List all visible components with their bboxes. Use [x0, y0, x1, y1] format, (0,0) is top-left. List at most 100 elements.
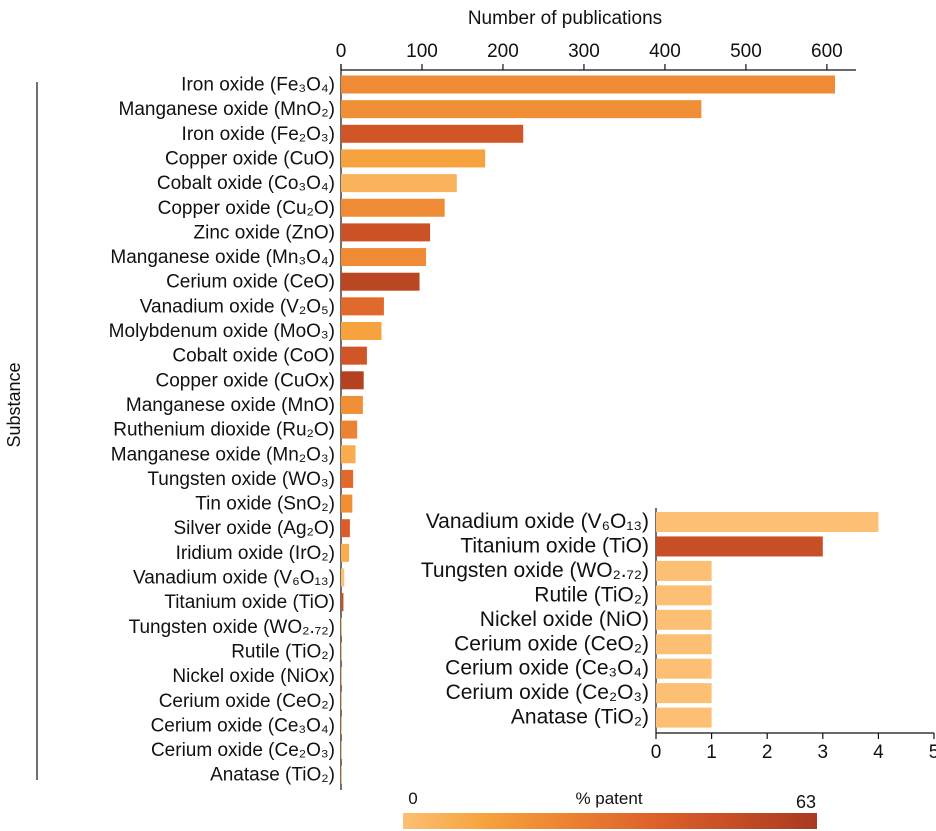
inset-bar — [656, 634, 712, 655]
bar — [341, 519, 350, 538]
inset-category-label: Cerium oxide (Ce₂O₃) — [446, 681, 649, 704]
main-chart: Number of publications Substance 0 100 200… — [4, 8, 856, 790]
category-labels: Iron oxide (Fe₃O₄) Manganese oxide (MnO₂)… — [109, 75, 335, 786]
x-tick-label: 300 — [568, 41, 600, 62]
colorbar-legend: % patent 0 63 — [403, 789, 817, 829]
category-label: Anatase (TiO₂) — [210, 765, 335, 786]
category-label: Tin oxide (SnO₂) — [195, 494, 335, 515]
colorbar-title: % patent — [575, 789, 642, 808]
inset-bar — [656, 707, 712, 728]
bar — [341, 149, 486, 168]
category-label: Molybdenum oxide (MoO₃) — [109, 321, 335, 342]
category-label: Vanadium oxide (V₂O₅) — [140, 296, 335, 317]
inset-category-label: Tungsten oxide (WO₂.₇₂) — [421, 559, 649, 582]
category-label: Tungsten oxide (WO₂.₇₂) — [129, 617, 335, 638]
inset-bar — [656, 658, 712, 679]
bar — [341, 346, 367, 365]
bar — [341, 642, 342, 661]
bar — [341, 297, 384, 316]
bar — [341, 322, 382, 340]
bar — [341, 543, 350, 562]
bar — [341, 198, 445, 217]
inset-x-tick-label: 0 — [651, 742, 662, 763]
x-tick-label: 600 — [811, 41, 843, 62]
bar — [341, 174, 457, 193]
category-label: Zinc oxide (ZnO) — [194, 222, 335, 243]
bar — [341, 248, 427, 267]
category-label: Manganese oxide (Mn₃O₄) — [110, 247, 335, 268]
category-label: Nickel oxide (NiOx) — [172, 666, 335, 687]
category-label: Cobalt oxide (CoO) — [172, 346, 335, 367]
category-label: Cerium oxide (Ce₃O₄) — [151, 715, 335, 736]
x-axis-ticks: 0 100 200 300 400 500 600 — [336, 41, 843, 70]
inset-bar — [656, 609, 712, 630]
inset-category-label: Cerium oxide (CeO₂) — [454, 632, 649, 655]
bar — [341, 494, 353, 513]
inset-x-axis-ticks: 0 1 2 3 4 5 — [651, 733, 936, 763]
x-tick-label: 200 — [487, 41, 519, 62]
y-axis-title: Substance — [4, 362, 24, 447]
category-label: Silver oxide (Ag₂O) — [173, 518, 335, 539]
category-label: Copper oxide (CuOx) — [155, 370, 335, 391]
bar — [341, 691, 342, 710]
inset-category-label: Vanadium oxide (V₆O₁₃) — [426, 510, 649, 533]
inset-bar — [656, 536, 823, 557]
bar — [341, 272, 420, 291]
x-axis-title: Number of publications — [468, 8, 662, 29]
colorbar-gradient — [403, 813, 817, 829]
bar — [341, 75, 835, 94]
x-tick-label: 100 — [406, 41, 438, 62]
inset-category-label: Nickel oxide (NiO) — [480, 608, 649, 631]
colorbar-min-label: 0 — [408, 789, 417, 808]
bar — [341, 765, 342, 784]
bar — [341, 100, 702, 119]
bar — [341, 716, 342, 735]
inset-category-labels: Vanadium oxide (V₆O₁₃)Titanium oxide (Ti… — [421, 510, 649, 729]
inset-x-tick-label: 4 — [873, 742, 884, 763]
inset-bar — [656, 683, 712, 704]
category-label: Vanadium oxide (V₆O₁₃) — [133, 568, 335, 589]
bar — [341, 445, 356, 464]
inset-bar — [656, 585, 712, 606]
category-label: Tungsten oxide (WO₃) — [147, 469, 335, 490]
category-label: Manganese oxide (Mn₂O₃) — [111, 444, 335, 465]
inset-category-label: Anatase (TiO₂) — [511, 706, 649, 729]
bar — [341, 593, 344, 612]
category-label: Cerium oxide (CeO₂) — [159, 691, 335, 712]
x-tick-label: 400 — [649, 41, 681, 62]
category-label: Rutile (TiO₂) — [231, 641, 335, 662]
category-label: Iridium oxide (IrO₂) — [176, 543, 335, 564]
inset-x-tick-label: 1 — [706, 742, 717, 763]
bar — [341, 371, 364, 390]
inset-bars — [656, 512, 879, 728]
bar — [341, 395, 363, 414]
inset-category-label: Cerium oxide (Ce₃O₄) — [445, 657, 649, 680]
inset-category-label: Titanium oxide (TiO) — [460, 534, 649, 557]
inset-category-label: Rutile (TiO₂) — [534, 583, 649, 606]
category-label: Ruthenium dioxide (Ru₂O) — [113, 420, 335, 441]
bar — [341, 223, 431, 242]
bar — [341, 124, 524, 143]
category-label: Cerium oxide (CeO) — [166, 272, 335, 293]
x-tick-label: 0 — [336, 41, 347, 62]
inset-chart: 0 1 2 3 4 5 Vanadium oxide (V₆O₁₃)Titanium ox… — [421, 508, 936, 763]
bar — [341, 741, 342, 760]
inset-x-tick-label: 2 — [762, 742, 773, 763]
inset-bar — [656, 560, 712, 581]
category-label: Iron oxide (Fe₃O₄) — [181, 75, 335, 96]
bar — [341, 469, 354, 488]
inset-bar — [656, 512, 879, 532]
colorbar-max-label: 63 — [796, 792, 816, 812]
category-label: Copper oxide (CuO) — [165, 148, 335, 169]
x-tick-label: 500 — [730, 41, 762, 62]
bar — [341, 568, 345, 587]
bars — [341, 75, 835, 784]
inset-x-tick-label: 3 — [818, 742, 829, 763]
category-label: Iron oxide (Fe₂O₃) — [182, 124, 335, 145]
bar — [341, 667, 342, 686]
inset-x-tick-label: 5 — [929, 742, 936, 763]
bar — [341, 617, 342, 636]
category-label: Cerium oxide (Ce₂O₃) — [151, 740, 335, 761]
category-label: Manganese oxide (MnO₂) — [119, 99, 335, 120]
